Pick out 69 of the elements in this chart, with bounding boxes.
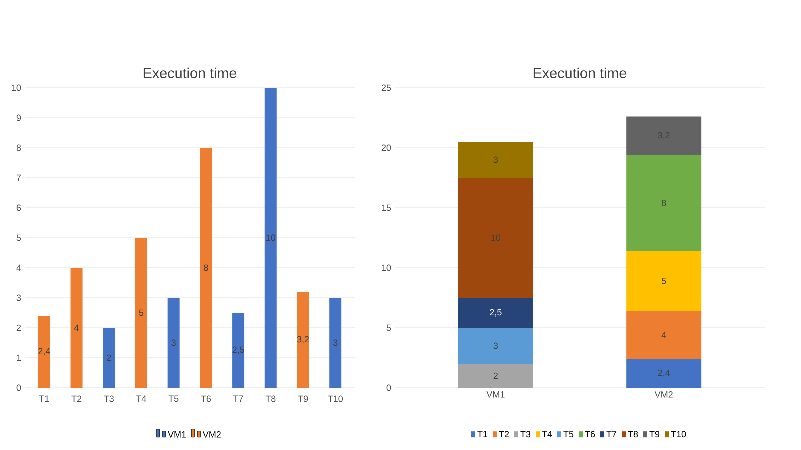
legend-label: T6 <box>585 431 596 438</box>
data-label: 3 <box>494 342 498 350</box>
data-label: 8 <box>204 264 208 272</box>
chart-title: Execution time <box>534 68 627 78</box>
data-label: 2,4 <box>38 348 50 356</box>
legend-label: T7 <box>606 431 617 438</box>
x-tick-label: T10 <box>328 396 344 402</box>
bar <box>38 316 50 388</box>
y-tick-label: 20 <box>382 144 392 152</box>
x-tick-label: T1 <box>39 396 50 402</box>
y-tick-label: 10 <box>12 84 22 92</box>
bar <box>70 268 83 388</box>
y-tick-label: 5 <box>386 324 392 332</box>
data-label: 10 <box>266 234 276 242</box>
x-tick-label: T5 <box>168 396 179 402</box>
data-label: 2 <box>107 354 112 362</box>
y-tick-label: 3 <box>16 294 22 302</box>
legend-label: T2 <box>499 431 510 438</box>
legend-label: T8 <box>628 431 638 438</box>
x-tick-label: T3 <box>104 396 114 402</box>
data-label: 2,4 <box>658 370 670 378</box>
legend-label: T3 <box>520 431 531 438</box>
bar <box>103 328 116 388</box>
x-tick-label: T2 <box>72 396 82 402</box>
y-tick-label: 4 <box>16 264 22 272</box>
x-tick-label: T7 <box>233 396 244 402</box>
data-label: 2,5 <box>232 346 244 354</box>
legend-label: T10 <box>671 431 686 438</box>
x-tick-label: T9 <box>298 396 308 402</box>
data-label: 5 <box>139 310 144 316</box>
y-tick-label: 6 <box>16 204 22 212</box>
y-tick-label: 7 <box>16 174 22 182</box>
bar <box>330 298 342 388</box>
y-tick-label: 25 <box>382 84 392 92</box>
data-label: 2 <box>494 372 498 380</box>
chart-title: Execution time <box>144 68 237 78</box>
data-label: 2,5 <box>490 309 502 317</box>
y-tick-label: 5 <box>16 234 22 242</box>
data-label: 8 <box>662 200 666 206</box>
x-tick-label: T4 <box>136 396 146 402</box>
y-tick-label: 0 <box>16 384 22 392</box>
data-label: 3 <box>494 156 498 164</box>
x-tick-label: T6 <box>201 396 212 402</box>
y-tick-label: 1 <box>17 354 22 362</box>
legend-label: T1 <box>478 431 488 438</box>
y-tick-label: 10 <box>382 264 392 272</box>
y-tick-label: 9 <box>16 114 22 122</box>
data-label: 5 <box>662 278 666 284</box>
data-label: 3 <box>172 340 176 346</box>
bar <box>232 312 245 388</box>
legend-label: T5 <box>564 431 574 438</box>
x-tick-label: T8 <box>266 396 276 402</box>
bar <box>135 238 148 388</box>
y-tick-label: 15 <box>382 204 392 212</box>
bar <box>297 292 310 388</box>
bar <box>200 148 212 388</box>
y-tick-label: 2 <box>16 324 22 332</box>
legend-label: VM1 <box>168 432 186 438</box>
bar <box>168 298 180 388</box>
y-tick-label: 0 <box>386 384 392 392</box>
legend-label: T9 <box>650 431 660 438</box>
data-label: 4 <box>662 332 666 338</box>
bar <box>264 88 277 388</box>
legend-label: VM2 <box>202 431 221 438</box>
data-label: 10 <box>492 234 501 242</box>
y-tick-label: 8 <box>16 144 22 152</box>
data-label: 4 <box>74 324 80 332</box>
data-label: 3 <box>333 340 338 346</box>
legend-label: T4 <box>542 431 552 438</box>
